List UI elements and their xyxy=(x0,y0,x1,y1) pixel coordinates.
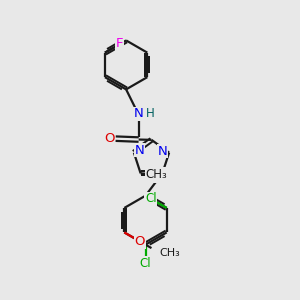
Text: N: N xyxy=(158,145,167,158)
Text: F: F xyxy=(116,38,124,50)
Text: CH₃: CH₃ xyxy=(159,248,180,258)
Text: CH₃: CH₃ xyxy=(145,168,167,181)
Text: N: N xyxy=(134,107,144,120)
Text: O: O xyxy=(135,235,145,248)
Text: H: H xyxy=(146,107,154,120)
Text: N: N xyxy=(135,144,145,157)
Text: Cl: Cl xyxy=(145,192,157,205)
Text: N: N xyxy=(152,169,162,182)
Text: O: O xyxy=(104,132,114,145)
Text: Cl: Cl xyxy=(140,257,151,270)
